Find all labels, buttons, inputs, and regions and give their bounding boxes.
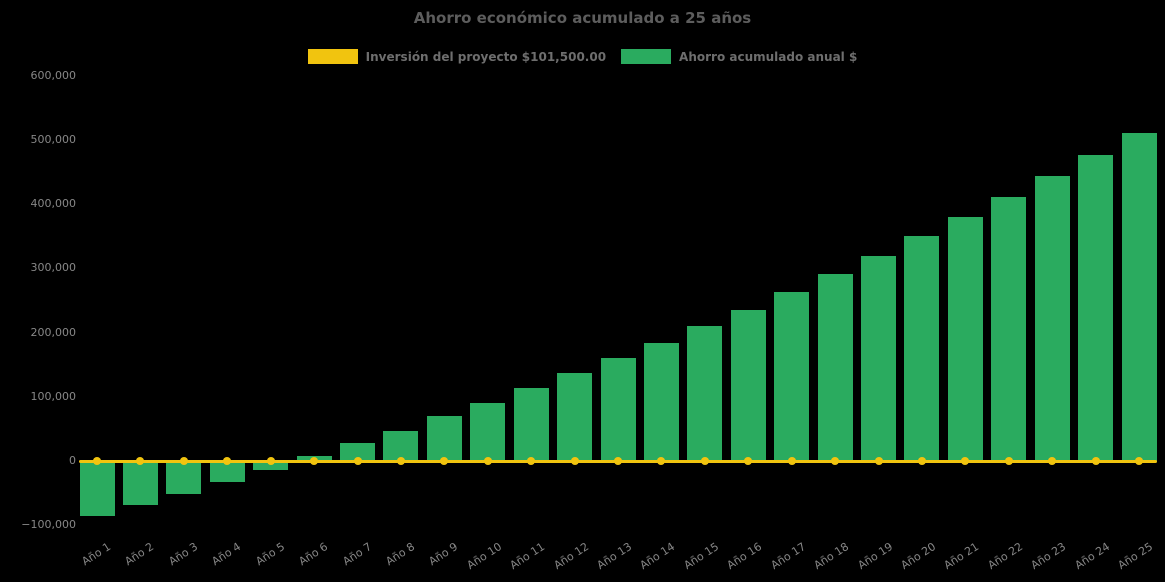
investment-marker bbox=[614, 457, 623, 465]
savings-bar-año-21 bbox=[947, 217, 983, 461]
investment-marker bbox=[223, 457, 232, 465]
y-tick-label: 300,000 bbox=[30, 261, 77, 275]
savings-bar-año-1 bbox=[79, 461, 115, 516]
savings-bar-año-7 bbox=[340, 443, 376, 461]
savings-bar-año-11 bbox=[513, 387, 549, 461]
savings-bar-año-5 bbox=[253, 461, 289, 470]
savings-bar-año-23 bbox=[1034, 176, 1070, 461]
savings-bar-año-10 bbox=[470, 402, 506, 461]
investment-marker bbox=[1091, 457, 1100, 465]
savings-bar-año-4 bbox=[209, 461, 245, 482]
savings-bar-año-13 bbox=[600, 358, 636, 461]
legend-item-savings: Ahorro acumulado anual $ bbox=[621, 49, 857, 64]
investment-swatch bbox=[307, 49, 358, 64]
savings-bar-año-16 bbox=[730, 310, 766, 461]
savings-bar-año-3 bbox=[166, 461, 202, 494]
investment-marker bbox=[570, 457, 579, 465]
investment-marker bbox=[787, 457, 796, 465]
investment-marker bbox=[1135, 457, 1144, 465]
savings-bar-año-14 bbox=[643, 342, 679, 461]
savings-bar-año-15 bbox=[687, 326, 723, 461]
investment-marker bbox=[831, 457, 840, 465]
y-tick-label: 600,000 bbox=[30, 68, 77, 82]
investment-marker bbox=[310, 457, 319, 465]
savings-bar-año-9 bbox=[426, 416, 462, 461]
investment-marker bbox=[483, 457, 492, 465]
investment-marker bbox=[93, 457, 101, 465]
savings-bar-año-17 bbox=[774, 292, 810, 461]
investment-marker bbox=[353, 457, 362, 465]
savings-bar-año-25 bbox=[1121, 133, 1157, 461]
investment-label: Inversión del proyecto $101,500.00 bbox=[365, 49, 607, 64]
savings-bar-año-19 bbox=[861, 255, 897, 461]
y-tick-label: 400,000 bbox=[30, 197, 77, 211]
investment-marker bbox=[874, 457, 883, 465]
investment-marker bbox=[136, 457, 145, 465]
y-tick-label: 0 bbox=[69, 454, 76, 467]
savings-bar-año-18 bbox=[817, 273, 853, 461]
y-tick-label: −100,000 bbox=[21, 518, 76, 532]
y-tick-label: 100,000 bbox=[30, 389, 77, 403]
investment-marker bbox=[1048, 457, 1057, 465]
investment-marker bbox=[179, 457, 188, 465]
investment-marker bbox=[440, 457, 449, 465]
savings-bar-año-20 bbox=[904, 236, 940, 461]
investment-marker bbox=[917, 457, 926, 465]
y-tick-label: 500,000 bbox=[30, 133, 77, 147]
savings-bar-año-2 bbox=[122, 461, 158, 505]
investment-marker bbox=[527, 457, 536, 465]
investment-marker bbox=[1004, 457, 1013, 465]
investment-marker bbox=[744, 457, 753, 465]
savings-bar-año-22 bbox=[991, 197, 1027, 461]
savings-bar-año-8 bbox=[383, 430, 419, 461]
chart-title: Ahorro económico acumulado a 25 años bbox=[413, 9, 752, 27]
investment-marker bbox=[396, 457, 405, 465]
savings-bar-año-12 bbox=[557, 373, 593, 461]
investment-marker bbox=[266, 457, 275, 465]
investment-marker bbox=[657, 457, 666, 465]
legend: Inversión del proyecto $101,500.00 Ahorr… bbox=[0, 49, 1165, 64]
savings-label: Ahorro acumulado anual $ bbox=[679, 49, 858, 64]
investment-marker bbox=[961, 457, 970, 465]
investment-marker bbox=[700, 457, 709, 465]
savings-swatch bbox=[621, 49, 672, 64]
legend-item-investment: Inversión del proyecto $101,500.00 bbox=[307, 49, 607, 64]
savings-bar-año-24 bbox=[1078, 154, 1114, 461]
y-tick-label: 200,000 bbox=[30, 325, 77, 339]
